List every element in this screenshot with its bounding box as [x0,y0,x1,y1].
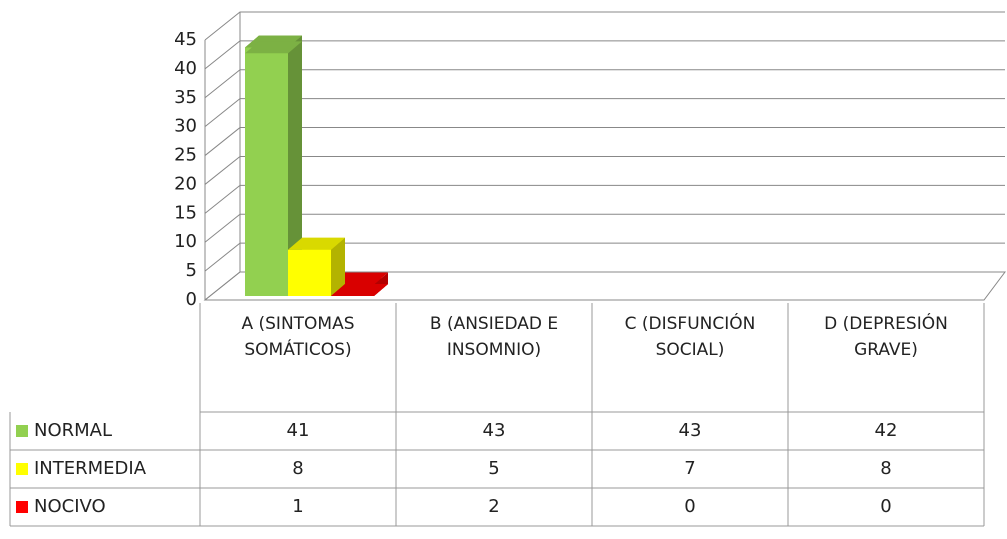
y-tick-label: 40 [174,58,197,79]
bar-top [288,237,345,250]
table-value: 7 [684,458,695,479]
table-value: 41 [287,420,310,441]
grid-line [204,184,1005,214]
grid-line [204,155,1005,185]
category-cell: A (SINTOMAS SOMÁTICOS) [241,314,355,360]
table-value: 1 [292,496,303,517]
x-tick-label: C (DISFUNCIÓN SOCIAL) [624,314,756,360]
grid-line [204,11,1005,41]
bar-top [331,272,388,285]
table-value: 8 [880,458,891,479]
bar [245,53,288,297]
legend-label: INTERMEDIA [34,458,147,479]
category-cell: C (DISFUNCIÓN SOCIAL) [624,314,756,360]
grid-line [204,69,1005,99]
legend-swatch [16,425,28,437]
grid-line [204,127,1005,156]
table-value: 43 [483,420,506,441]
grid-line [204,213,1005,243]
legend-label: NOCIVO [34,496,106,517]
table-value: 0 [880,496,891,517]
grid-line [204,242,1005,272]
bar-side [331,237,345,296]
category-cell: D (DEPRESIÓN GRAVE) [824,314,948,360]
table-value: 0 [684,496,695,517]
grid-line [204,271,1005,301]
y-tick-label: 45 [174,29,197,50]
bar-side [288,41,302,297]
grid-line [204,98,1005,128]
x-tick-label: B (ANSIEDAD E INSOMNIO) [429,314,559,360]
y-tick-label: 30 [174,116,197,137]
table-value: 42 [875,420,898,441]
x-tick-label: A (SINTOMAS SOMÁTICOS) [241,314,355,360]
y-tick-label: 0 [186,289,197,310]
bar-top [331,284,388,296]
table-value: 8 [292,458,303,479]
legend-label: NORMAL [34,420,112,441]
bar [288,249,331,296]
bar-top [245,41,302,54]
y-tick-label: 10 [174,231,197,252]
category-cell: B (ANSIEDAD E INSOMNIO) [429,314,559,360]
table-value: 43 [679,420,702,441]
y-tick-label: 35 [174,87,197,108]
legend-swatch [16,463,28,475]
y-tick-label: 15 [174,202,197,223]
y-tick-label: 5 [186,260,197,281]
table-value: 2 [488,496,499,517]
legend-swatch [16,501,28,513]
y-tick-label: 20 [174,173,197,194]
x-tick-label: D (DEPRESIÓN GRAVE) [824,314,948,360]
table-value: 5 [488,458,499,479]
y-tick-label: 25 [174,145,197,166]
grid-line [204,40,1005,70]
